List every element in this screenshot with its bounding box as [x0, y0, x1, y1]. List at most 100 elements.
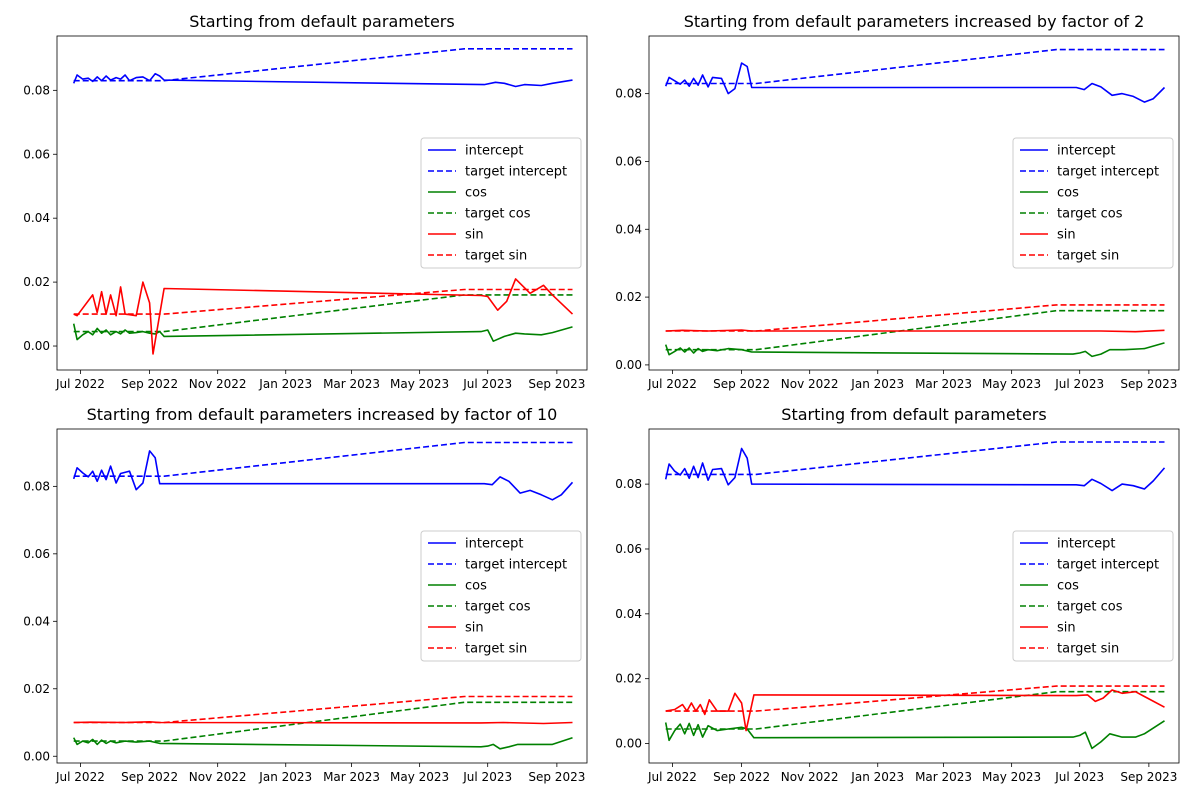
y-tick-label: 0.02: [615, 290, 642, 304]
y-tick-label: 0.00: [615, 358, 642, 372]
x-tick-label: Jul 2023: [462, 770, 512, 784]
x-tick-label: Nov 2022: [781, 377, 839, 391]
x-tick-label: Jan 2023: [850, 377, 904, 391]
legend-label: target cos: [465, 600, 531, 615]
legend-label: target cos: [465, 207, 531, 222]
legend-label: target intercept: [1057, 558, 1159, 573]
legend-label: cos: [465, 186, 487, 201]
legend-box: [1012, 137, 1174, 269]
series-line-sin: [73, 278, 574, 355]
legend-label: cos: [465, 579, 487, 594]
x-tick-label: Jul 2023: [1054, 377, 1104, 391]
y-tick-label: 0.04: [23, 211, 50, 225]
series-line-cos: [664, 342, 1165, 358]
series-line-target-sin: [73, 695, 573, 724]
y-tick-label: 0.02: [23, 275, 50, 289]
x-tick-label: Mar 2023: [915, 770, 972, 784]
x-tick-label: Sep 2023: [528, 377, 585, 391]
series-line-target-sin: [73, 288, 573, 315]
series-group: [664, 441, 1166, 750]
legend-box: [420, 137, 582, 269]
x-tick-label: Mar 2023: [323, 770, 380, 784]
legend-label: target cos: [1057, 600, 1123, 615]
legend-label: target intercept: [1057, 165, 1159, 180]
x-tick-label: Sep 2022: [713, 770, 770, 784]
x-tick-label: May 2023: [982, 770, 1041, 784]
x-tick-label: Mar 2023: [915, 377, 972, 391]
chart-panel-4: Starting from default parameters Jul 2022…: [615, 405, 1180, 784]
legend-label: target sin: [465, 642, 527, 657]
x-tick-label: Jul 2022: [55, 770, 105, 784]
y-tick-label: 0.06: [615, 542, 642, 556]
series-line-target-cos: [665, 309, 1165, 351]
x-tick-label: Jul 2022: [647, 770, 697, 784]
y-tick-label: 0.00: [23, 339, 50, 353]
x-tick-label: Nov 2022: [189, 377, 247, 391]
legend-label: intercept: [1057, 537, 1116, 552]
legend-label: sin: [465, 621, 484, 636]
legend-label: intercept: [465, 144, 524, 159]
axes-frame: [56, 35, 588, 371]
series-line-target-intercept: [73, 47, 573, 82]
y-tick-label: 0.04: [615, 607, 642, 621]
legend-label: target intercept: [465, 165, 567, 180]
y-tick-label: 0.00: [615, 737, 642, 751]
legend-label: sin: [465, 228, 484, 243]
chart-panel-3: Starting from default parameters increas…: [23, 405, 588, 784]
legend-label: target sin: [1057, 642, 1119, 657]
legend-label: intercept: [1057, 144, 1116, 159]
legend-label: intercept: [465, 537, 524, 552]
legend-label: sin: [1057, 228, 1076, 243]
legend: intercept target intercept cos target cos si…: [420, 137, 582, 269]
chart-title: Starting from default parameters: [189, 12, 454, 31]
y-tick-label: 0.08: [615, 477, 642, 491]
x-tick-label: Sep 2023: [528, 770, 585, 784]
legend-label: target cos: [1057, 207, 1123, 222]
y-tick-label: 0.08: [23, 479, 50, 493]
y-tick-label: 0.02: [615, 672, 642, 686]
x-tick-label: Sep 2023: [1120, 770, 1177, 784]
legend-label: target intercept: [465, 558, 567, 573]
chart-title: Starting from default parameters increas…: [684, 12, 1145, 31]
axes-frame: [648, 35, 1180, 371]
y-tick-label: 0.08: [615, 87, 642, 101]
legend-label: target sin: [465, 249, 527, 264]
series-line-target-cos: [73, 294, 573, 333]
axes-frame: [648, 428, 1180, 764]
series-line-cos: [72, 736, 573, 750]
series-line-cos: [664, 720, 1165, 750]
series-group: [664, 48, 1166, 358]
x-tick-label: Jul 2022: [647, 377, 697, 391]
series-group: [72, 47, 574, 355]
legend-label: cos: [1057, 579, 1079, 594]
x-tick-label: Jan 2023: [258, 770, 312, 784]
series-line-target-sin: [665, 685, 1165, 712]
y-tick-label: 0.04: [23, 614, 50, 628]
x-tick-label: May 2023: [390, 770, 449, 784]
series-line-sin: [665, 689, 1165, 732]
x-tick-label: Sep 2022: [121, 770, 178, 784]
series-line-target-sin: [665, 304, 1165, 332]
series-line-intercept: [72, 450, 574, 501]
series-line-target-intercept: [665, 48, 1165, 85]
legend-label: cos: [1057, 186, 1079, 201]
x-tick-label: Jan 2023: [850, 770, 904, 784]
x-tick-label: Mar 2023: [323, 377, 380, 391]
x-tick-label: Jan 2023: [258, 377, 312, 391]
series-line-target-cos: [73, 701, 573, 742]
series-group: [72, 441, 574, 750]
legend: intercept target intercept cos target cos si…: [420, 530, 582, 662]
chart-panel-1: Starting from default parameters Jul 2022…: [23, 12, 588, 391]
x-tick-label: Jul 2023: [1054, 770, 1104, 784]
legend: intercept target intercept cos target cos si…: [1012, 137, 1174, 269]
series-line-intercept: [664, 62, 1166, 103]
y-tick-label: 0.00: [23, 749, 50, 763]
y-tick-label: 0.08: [23, 83, 50, 97]
legend-box: [420, 530, 582, 662]
legend: intercept target intercept cos target cos si…: [1012, 530, 1174, 662]
series-line-intercept: [664, 447, 1166, 492]
x-tick-label: Nov 2022: [189, 770, 247, 784]
y-tick-label: 0.06: [23, 547, 50, 561]
